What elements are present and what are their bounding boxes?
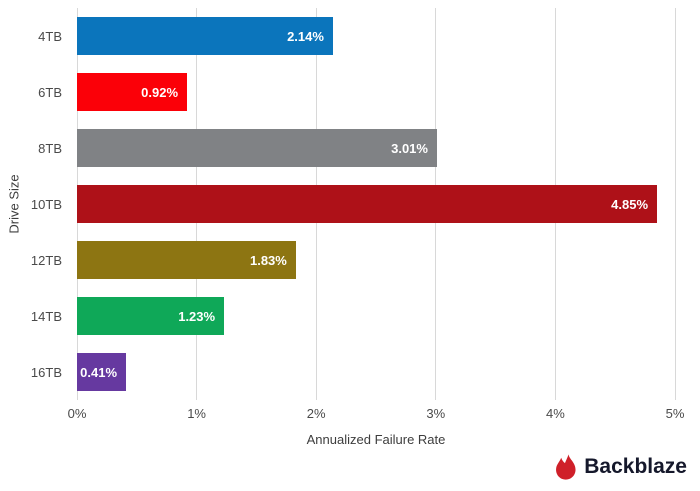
flame-icon <box>556 454 576 480</box>
bar-row: 3.01% <box>77 120 675 176</box>
category-label: 8TB <box>38 140 62 156</box>
x-axis-title: Annualized Failure Rate <box>306 432 446 447</box>
bar-row: 0.41% <box>77 344 675 400</box>
logo-text: Backblaze <box>584 455 687 478</box>
category-label: 12TB <box>30 252 62 268</box>
x-tick-label: 2% <box>306 406 326 421</box>
bar-value-label: 2.14% <box>287 28 324 44</box>
bar-6tb: 0.92% <box>77 73 188 111</box>
category-label: 14TB <box>30 308 62 324</box>
bar-value-label: 0.92% <box>141 84 179 100</box>
x-tick-label: 0% <box>67 406 87 421</box>
category-label: 6TB <box>38 84 62 100</box>
x-tick-label: 3% <box>426 406 446 421</box>
x-tick-label: 5% <box>665 406 685 421</box>
plot-area: 2.14% 0.92% 3.01% 4.85% 1.83% 1.23% 0.41% <box>76 8 676 400</box>
category-label: 4TB <box>38 28 62 44</box>
category-labels: 4TB 6TB 8TB 10TB 12TB 14TB 16TB <box>0 8 70 400</box>
x-axis: 0% 1% 2% 3% 4% 5% <box>68 406 685 426</box>
backblaze-logo: Backblaze <box>555 454 687 480</box>
bar-row: 0.92% <box>77 64 675 120</box>
category-label: 16TB <box>30 364 62 380</box>
bar-row: 4.85% <box>77 176 675 232</box>
bar-value-label: 4.85% <box>611 196 649 212</box>
bar-10tb: 4.85% <box>77 185 658 223</box>
bar-value-label: 3.01% <box>391 140 428 156</box>
bar-row: 2.14% <box>77 8 675 64</box>
bar-8tb: 3.01% <box>77 129 437 167</box>
category-label: 10TB <box>30 196 62 212</box>
bar-row: 1.83% <box>77 232 675 288</box>
bar-14tb: 1.23% <box>77 297 225 335</box>
bar-value-label: 1.23% <box>178 308 216 324</box>
bar-4tb: 2.14% <box>77 17 333 55</box>
bar-16tb: 0.41% <box>77 353 127 391</box>
bar-value-label: 1.83% <box>249 252 287 268</box>
gridline <box>674 8 676 400</box>
bar-value-label: 0.41% <box>80 364 118 380</box>
x-tick-label: 1% <box>187 406 206 421</box>
x-tick-label: 4% <box>545 406 565 421</box>
bar-row: 1.23% <box>77 288 675 344</box>
bar-12tb: 1.83% <box>77 241 296 279</box>
